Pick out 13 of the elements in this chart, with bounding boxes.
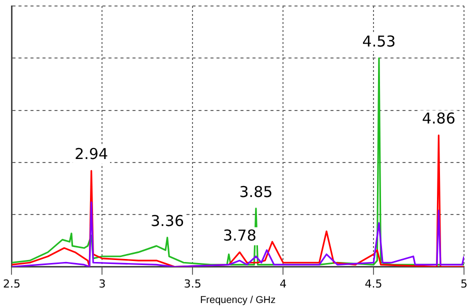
x-tick-label: 4 [280,277,287,290]
x-tick-label: 5 [460,277,468,290]
x-tick-label: 4.5 [364,277,382,290]
x-axis-title: Frequency / GHz [200,294,276,306]
annotation: 4.86 [422,110,456,128]
annotation: 3.85 [239,182,273,201]
annotation: 2.94 [74,145,108,164]
annotation: 3.78 [222,226,256,245]
x-tick-label: 3 [98,277,106,290]
x-tick-label: 2.5 [2,277,20,290]
annotation: 3.36 [150,212,184,230]
x-tick-label: 3.5 [184,277,202,290]
annotation: 4.53 [362,32,396,51]
